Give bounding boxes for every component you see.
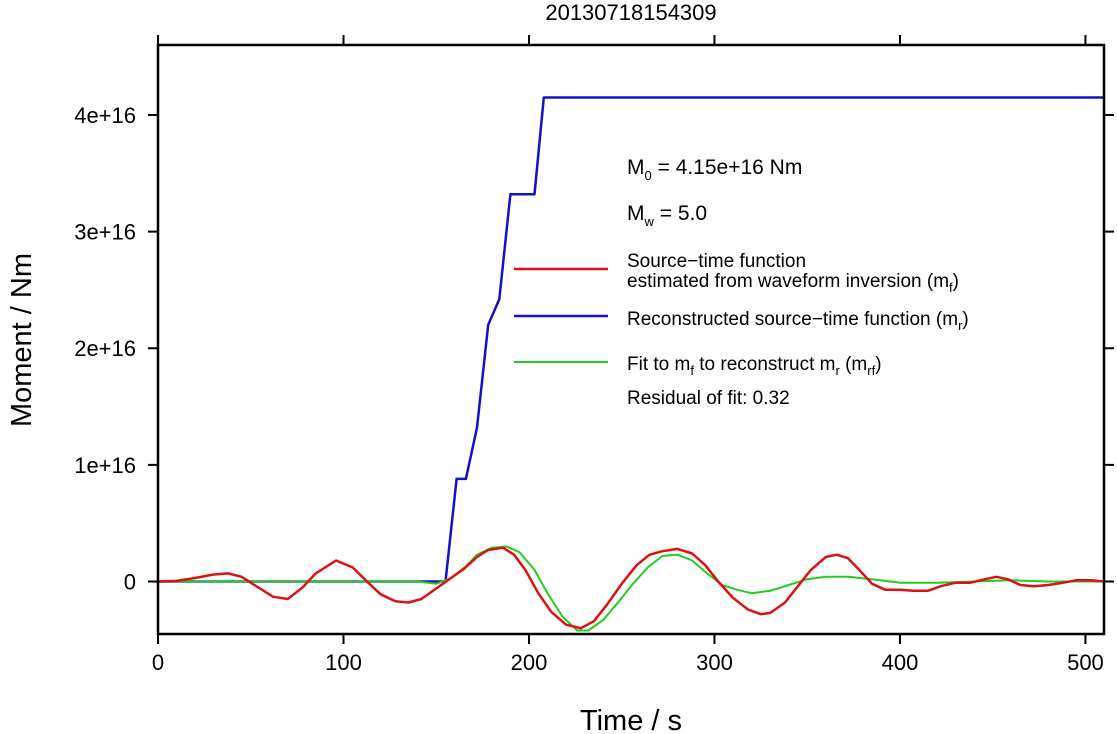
m0-annotation: M0 = 4.15e+16 Nm xyxy=(627,156,802,183)
x-axis-label: Time / s xyxy=(580,705,682,734)
y-tick-label: 4e+16 xyxy=(74,103,136,128)
legend-label-mf-line2: estimated from waveform inversion (mf) xyxy=(627,271,959,295)
y-tick-label: 0 xyxy=(124,570,136,595)
chart-title: 20130718154309 xyxy=(545,0,716,25)
series-mr-line xyxy=(158,96,1104,583)
residual-annotation: Residual of fit: 0.32 xyxy=(627,388,790,409)
x-tick-label: 0 xyxy=(152,650,164,675)
y-tick-label: 3e+16 xyxy=(74,220,136,245)
legend-label-mr: Reconstructed source−time function (mr) xyxy=(627,309,969,333)
y-tick-label: 1e+16 xyxy=(74,453,136,478)
series-mf-line xyxy=(157,546,1105,630)
y-axis: 0 1e+16 2e+16 3e+16 4e+16 xyxy=(74,103,1114,595)
plot-frame xyxy=(156,43,1106,636)
y-axis-label: Moment / Nm xyxy=(6,253,38,427)
legend-label-mrf: Fit to mf to reconstruct mr (mrf) xyxy=(627,354,882,378)
x-axis: 0 100 200 300 400 500 xyxy=(152,35,1104,675)
x-tick-label: 200 xyxy=(511,650,548,675)
mw-annotation: Mw = 5.0 xyxy=(627,202,707,229)
legend: Source−time function estimated from wave… xyxy=(514,251,969,409)
x-tick-label: 100 xyxy=(325,650,362,675)
series-layer xyxy=(157,96,1105,632)
x-tick-label: 500 xyxy=(1067,650,1104,675)
series-mrf-line xyxy=(158,545,1104,632)
y-tick-label: 2e+16 xyxy=(74,336,136,361)
legend-label-mf-line1: Source−time function xyxy=(627,251,806,272)
x-tick-label: 300 xyxy=(696,650,733,675)
x-tick-label: 400 xyxy=(882,650,919,675)
